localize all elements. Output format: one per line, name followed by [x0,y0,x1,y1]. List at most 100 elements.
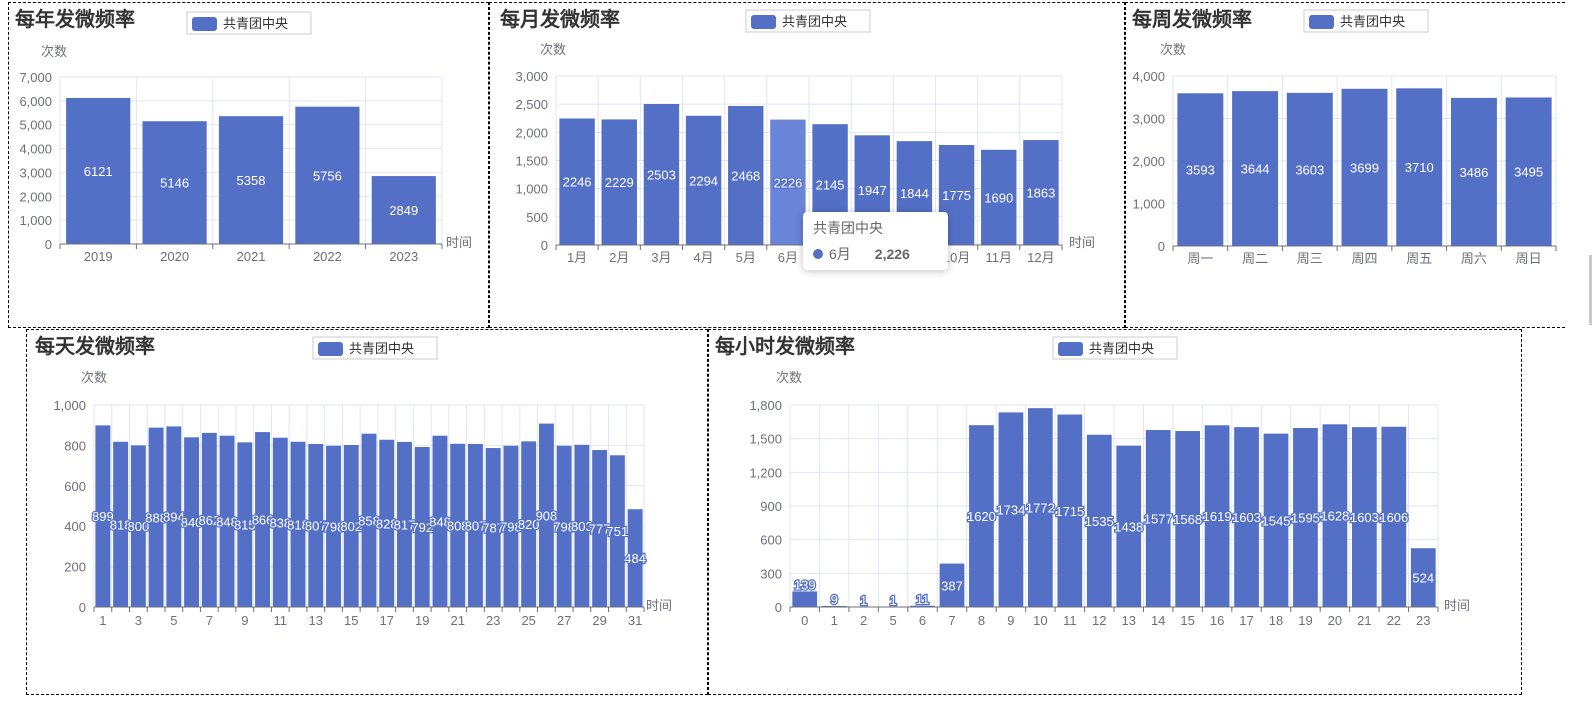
y-tick-label: 3,000 [1132,112,1165,127]
chart-monthly: 每月发微频率 共青团中央次数时间05001,0001,5002,0002,5003… [500,7,1095,265]
x-tick-label: 2019 [84,249,113,264]
y-tick-label: 5,000 [19,118,52,133]
y-tick-label: 300 [760,566,782,581]
bar-7 [939,563,965,607]
bar-1 [95,425,111,607]
bar-17 [1234,427,1259,607]
bar-18 [397,441,412,607]
bar-6月 [770,119,806,245]
bar-13 [308,443,324,607]
x-tick-label: 15 [344,613,358,628]
x-tick-label: 19 [415,613,429,628]
bar-17 [379,439,395,607]
x-tick-label: 1 [831,613,838,628]
data-label: 807 [465,518,487,533]
data-label: 11 [916,592,930,607]
bar-2021 [218,116,284,244]
y-axis-name: 次数 [776,370,802,385]
data-label: 848 [216,514,238,529]
bar-18 [1263,433,1289,607]
bar-29 [592,450,608,607]
x-tick-label: 9 [241,613,248,628]
x-tick-label: 4月 [693,250,713,265]
bar-19 [414,447,430,607]
legend: 共青团中央 [745,9,871,33]
bar-31 [627,509,643,607]
y-tick-label: 4,000 [1132,69,1165,84]
data-label: 840 [181,515,203,530]
data-label: 798 [323,519,345,534]
bar-19 [1293,428,1318,607]
y-tick-label: 3,000 [19,165,52,180]
panel-daily: 每天发微频率 共青团中央 次数 时间 0 200 400 600 800 1,000 899 818 8… [26,329,708,695]
x-tick-label: 周六 [1461,251,1487,266]
x-tick-label: 周二 [1242,251,1268,266]
bar-25 [521,441,537,607]
y-tick-label: 6,000 [19,94,52,109]
x-tick-label: 5月 [736,250,756,265]
x-tick-label: 1 [99,613,106,628]
data-label: 6121 [84,164,113,179]
bar-11 [1057,414,1083,607]
y-tick-label: 1,000 [53,398,86,413]
data-label: 3593 [1186,163,1215,178]
bar-26 [538,423,554,607]
panel-yearly: 每年发微频率 共青团中央 次数 时间 0 1,000 2,000 3,000 4,000 5,00… [8,2,489,328]
data-label: 803 [571,519,593,534]
bar-5月 [728,105,764,245]
y-tick-label: 500 [526,210,548,225]
y-tick-label: 800 [64,438,86,453]
scrollbar-thumb[interactable] [1589,255,1592,325]
y-tick-label: 0 [45,237,52,252]
bar-8 [219,435,235,607]
data-label: 862 [198,513,220,528]
x-tick-label: 2022 [313,249,342,264]
x-tick-label: 2023 [389,249,418,264]
data-label: 1438 [1114,519,1143,534]
y-tick-label: 1,500 [749,432,782,447]
data-label: 838 [269,515,291,530]
bar-20 [1322,424,1348,607]
data-label: 1535 [1085,514,1114,529]
x-tick-label: 31 [628,613,642,628]
x-tick-label: 12月 [1027,250,1054,265]
data-label: 1603 [1350,510,1379,525]
y-tick-label: 600 [760,533,782,548]
bar-周五 [1396,88,1443,246]
data-label: 792 [411,520,433,535]
data-label: 5146 [160,176,189,191]
bar-13 [1116,445,1142,607]
bar-4月 [685,115,722,245]
x-tick-label: 15 [1180,613,1194,628]
bar-5 [166,426,182,607]
x-tick-label: 16 [1210,613,1224,628]
bar-周二 [1232,91,1279,246]
y-tick-label: 1,800 [749,398,782,413]
tooltip-value: 2,226 [874,246,910,262]
bar-周六 [1450,97,1497,246]
y-tick-label: 1,000 [515,182,548,197]
data-label: 1734 [996,503,1025,518]
y-tick-label: 0 [775,600,782,615]
x-tick-label: 21 [450,613,464,628]
legend-label: 共青团中央 [782,14,847,29]
bar-1月 [559,118,595,245]
y-axis-name: 次数 [81,370,107,385]
data-label: 1545 [1262,513,1291,528]
bar-30 [609,455,625,607]
x-tick-label: 周五 [1406,251,1432,266]
bar-15 [343,444,359,607]
bar-周三 [1286,92,1333,246]
bar-12月 [1023,140,1059,245]
legend: 共青团中央 [186,11,312,35]
data-label: 5358 [237,173,266,188]
x-tick-label: 2月 [609,250,629,265]
x-tick-label: 6月 [778,250,798,265]
x-tick-label: 0 [801,613,808,628]
data-label: 1595 [1291,511,1320,526]
legend-box [1052,336,1178,360]
x-tick-label: 周日 [1516,251,1542,266]
chart-title: 每月发微频率 [500,7,620,31]
bar-3月 [643,103,680,245]
